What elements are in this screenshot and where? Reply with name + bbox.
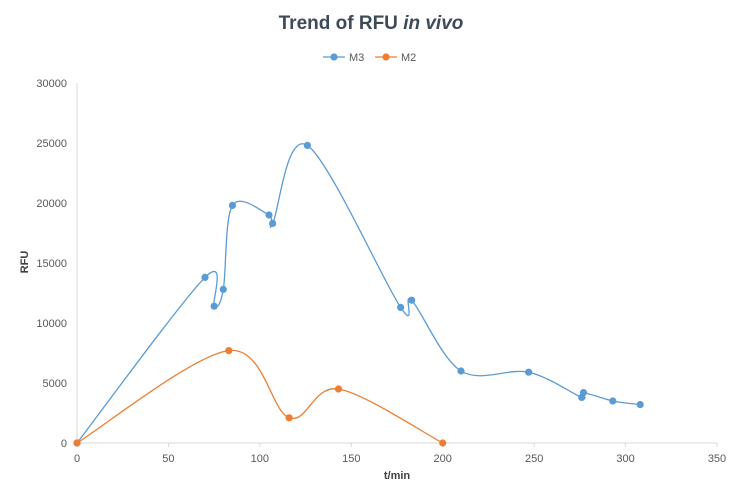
x-tick-label: 250 bbox=[525, 453, 543, 465]
x-tick-label: 300 bbox=[616, 453, 634, 465]
y-tick-label: 10000 bbox=[36, 318, 67, 330]
data-point-m3 bbox=[303, 141, 311, 149]
data-point-m3 bbox=[579, 389, 588, 397]
data-point-m2 bbox=[439, 439, 447, 447]
data-point-m3 bbox=[228, 201, 237, 209]
y-tick-label: 25000 bbox=[36, 138, 67, 150]
series-m2 bbox=[73, 347, 447, 447]
x-tick-label: 350 bbox=[708, 453, 726, 465]
data-point-m3 bbox=[636, 401, 644, 409]
data-point-m3 bbox=[457, 367, 465, 375]
x-tick-label: 0 bbox=[74, 453, 80, 465]
series-line-m2 bbox=[76, 349, 444, 444]
chart-title: Trend of RFU in vivo bbox=[279, 13, 464, 34]
legend-item-m3: M3 bbox=[323, 52, 364, 64]
y-tick-label: 0 bbox=[61, 438, 67, 450]
series-m3 bbox=[73, 141, 644, 447]
x-axis-title: t/min bbox=[384, 470, 411, 482]
x-tick-label: 100 bbox=[251, 453, 269, 465]
y-tick-label: 5000 bbox=[43, 378, 67, 390]
x-tick-label: 50 bbox=[162, 453, 174, 465]
legend-item-m2: M2 bbox=[375, 52, 416, 64]
data-point-m2 bbox=[225, 347, 233, 355]
y-tick-label: 15000 bbox=[36, 258, 67, 270]
data-point-m2 bbox=[334, 385, 343, 393]
data-point-m3 bbox=[219, 285, 227, 293]
legend-label-m2: M2 bbox=[401, 52, 416, 64]
data-point-m3 bbox=[201, 273, 209, 281]
y-tick-label: 30000 bbox=[36, 78, 67, 90]
data-point-m3 bbox=[408, 296, 416, 304]
data-point-m3 bbox=[269, 219, 277, 227]
y-tick-label: 20000 bbox=[36, 198, 67, 210]
series-line-m3 bbox=[76, 143, 641, 444]
x-axis: 0 50 100 150 200 250 300 350 bbox=[74, 442, 726, 465]
data-point-m2 bbox=[73, 439, 81, 447]
x-tick-label: 150 bbox=[342, 453, 360, 465]
legend-marker-m3 bbox=[330, 53, 338, 61]
data-point-m3 bbox=[210, 302, 218, 310]
series-layer bbox=[73, 141, 644, 447]
legend: M3 M2 bbox=[323, 52, 416, 64]
legend-label-m3: M3 bbox=[349, 52, 364, 64]
y-axis-title: RFU bbox=[19, 251, 31, 274]
legend-marker-m2 bbox=[382, 53, 390, 61]
data-point-m2 bbox=[285, 414, 293, 422]
data-point-m3 bbox=[525, 368, 533, 376]
data-point-m3 bbox=[397, 303, 405, 311]
data-point-m3 bbox=[265, 211, 273, 219]
x-tick-label: 200 bbox=[434, 453, 452, 465]
data-point-m3 bbox=[609, 397, 617, 405]
y-axis: 0 5000 10000 15000 20000 25000 30000 bbox=[36, 78, 78, 450]
